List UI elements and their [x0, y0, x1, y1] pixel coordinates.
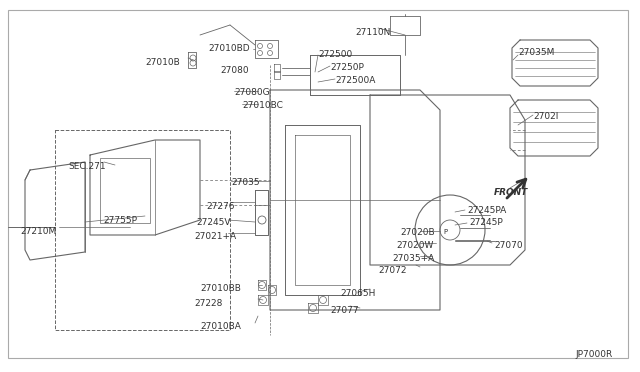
Text: 27228: 27228 [194, 299, 222, 308]
Text: 27080: 27080 [220, 66, 248, 75]
Text: SEC.271: SEC.271 [68, 162, 106, 171]
Text: 272500: 272500 [318, 50, 352, 59]
Bar [55, 130, 230, 330]
Text: 27110N: 27110N [355, 28, 390, 37]
Text: 27250P: 27250P [330, 63, 364, 72]
Text: 27010BB: 27010BB [200, 284, 241, 293]
Text: 27072: 27072 [378, 266, 406, 275]
Text: 27245P: 27245P [469, 218, 503, 227]
Text: 272500A: 272500A [335, 76, 376, 85]
Text: 27065H: 27065H [340, 289, 376, 298]
Text: P: P [443, 229, 447, 235]
Text: 27020W: 27020W [396, 241, 433, 250]
Text: 27020B: 27020B [400, 228, 435, 237]
Text: 27077: 27077 [330, 306, 358, 315]
Text: JP7000R: JP7000R [575, 350, 612, 359]
Text: 27035M: 27035M [518, 48, 554, 57]
Text: 27080G: 27080G [234, 88, 269, 97]
Text: 27035: 27035 [231, 178, 260, 187]
Text: 27010B: 27010B [145, 58, 180, 67]
Text: 27035+A: 27035+A [392, 254, 435, 263]
Text: 27010BA: 27010BA [200, 322, 241, 331]
Text: 27276: 27276 [206, 202, 234, 211]
Text: 2702I: 2702I [533, 112, 558, 121]
Text: 27070: 27070 [494, 241, 523, 250]
Bar [100, 158, 150, 223]
Text: 27010BD: 27010BD [208, 44, 250, 53]
Text: 27245PA: 27245PA [467, 206, 506, 215]
Text: 27021+A: 27021+A [194, 232, 236, 241]
Text: FRONT: FRONT [494, 188, 528, 197]
Text: 27010BC: 27010BC [242, 101, 283, 110]
Text: 27245V: 27245V [196, 218, 230, 227]
Text: 27755P: 27755P [103, 216, 137, 225]
Text: 27210M: 27210M [20, 227, 56, 236]
